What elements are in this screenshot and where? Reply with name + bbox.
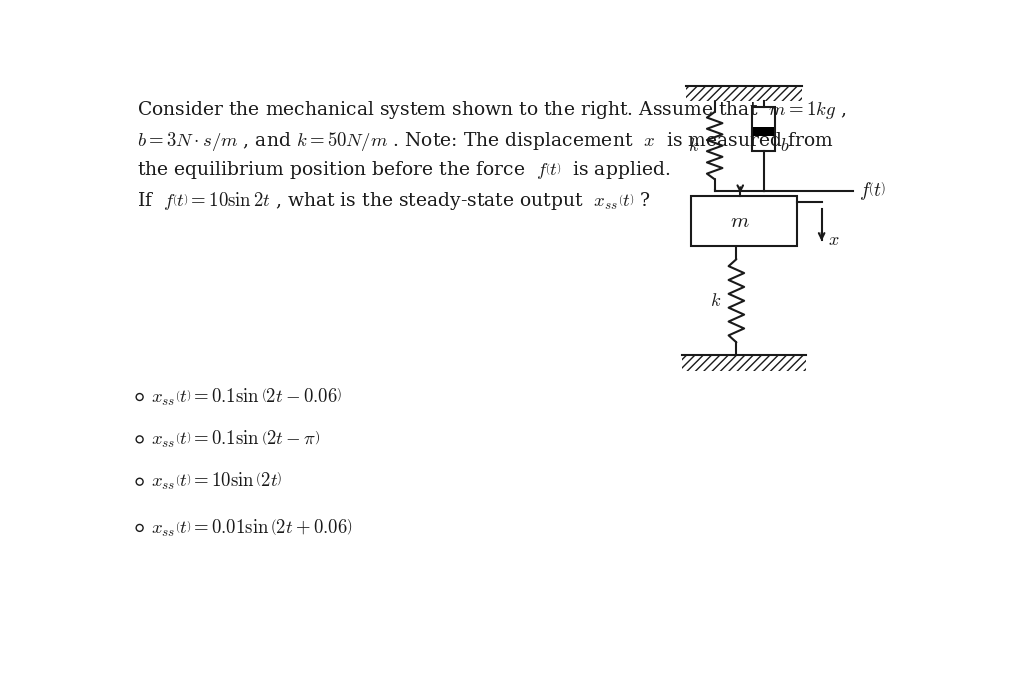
Text: $m$: $m$ [730,211,751,231]
Text: $b$: $b$ [779,137,790,155]
Bar [686,86,802,101]
Bar [682,356,806,371]
Text: $b=3N\cdot s/m$ , and $k=50N/m$ . Note: The displacement  $x$  is measured from: $b=3N\cdot s/m$ , and $k=50N/m$ . Note: … [137,130,835,153]
Bar [752,107,775,151]
Text: $x_{ss}\left(t\right)=0.1\sin\left(2t-\pi\right)$: $x_{ss}\left(t\right)=0.1\sin\left(2t-\p… [152,429,321,450]
Bar [691,196,797,246]
Text: $x$: $x$ [827,231,840,249]
Text: $f\left(t\right)$: $f\left(t\right)$ [859,180,886,202]
Bar [754,127,773,137]
Text: $x_{ss}\left(t\right)=0.01\sin\left(2t+0.06\right)$: $x_{ss}\left(t\right)=0.01\sin\left(2t+0… [152,517,353,538]
Text: $k$: $k$ [710,292,721,310]
Text: Consider the mechanical system shown to the right. Assume that  $m=1kg$ ,: Consider the mechanical system shown to … [137,99,847,121]
Text: $x_{ss}\left(t\right)=10\sin\left(2t\right)$: $x_{ss}\left(t\right)=10\sin\left(2t\rig… [152,471,283,492]
Text: $k$: $k$ [688,137,699,155]
Text: If  $f\left(t\right)=10\sin 2t$ , what is the steady-state output  $x_{ss}\left(: If $f\left(t\right)=10\sin 2t$ , what is… [137,190,650,212]
Text: the equilibrium position before the force  $f\left(t\right)$  is applied.: the equilibrium position before the forc… [137,159,671,181]
Text: $x_{ss}\left(t\right)=0.1\sin\left(2t-0.06\right)$: $x_{ss}\left(t\right)=0.1\sin\left(2t-0.… [152,386,342,408]
